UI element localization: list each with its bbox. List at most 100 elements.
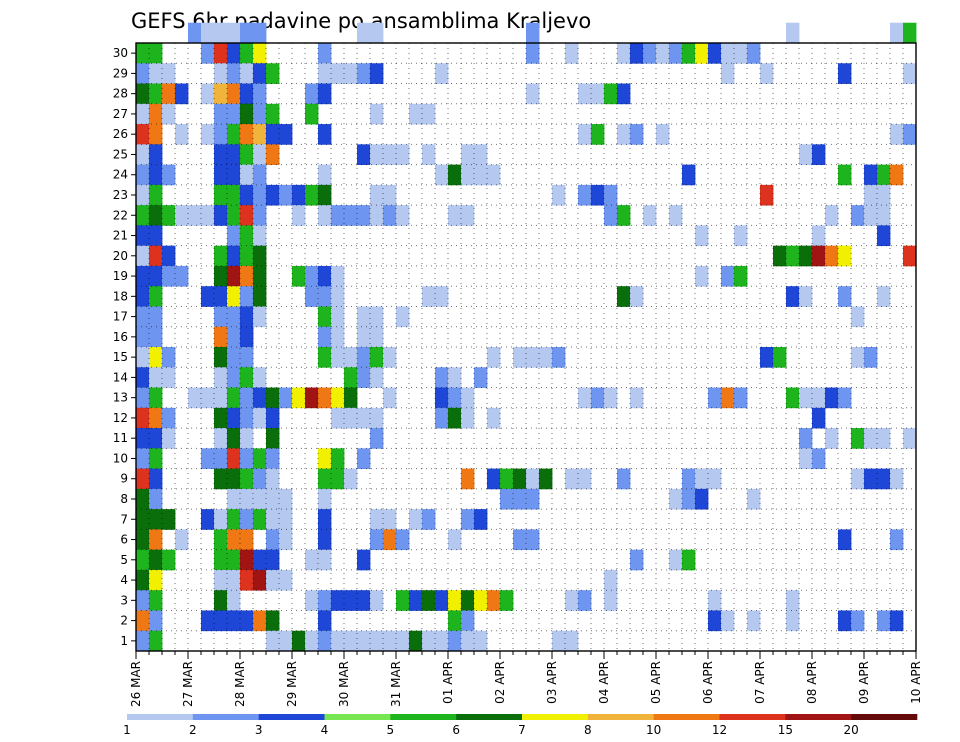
heatmap-cell xyxy=(331,306,345,328)
heatmap-cell xyxy=(266,428,280,449)
colorbar-label: 1 xyxy=(123,723,131,737)
heatmap-cell xyxy=(266,144,280,165)
heatmap-cell xyxy=(227,590,241,611)
heatmap-cell xyxy=(604,205,618,226)
heatmap-cell xyxy=(175,529,189,551)
heatmap-cell xyxy=(357,590,371,611)
heatmap-cell xyxy=(136,509,150,530)
y-tick-label: 30 xyxy=(113,46,128,60)
heatmap-cell xyxy=(149,144,163,165)
heatmap-cell xyxy=(526,468,540,490)
heatmap-cell xyxy=(214,326,228,348)
heatmap-cell xyxy=(617,43,631,64)
y-tick-label: 5 xyxy=(120,553,128,567)
heatmap-cell xyxy=(162,509,176,530)
heatmap-cell xyxy=(474,144,488,165)
heatmap-cell xyxy=(214,367,228,388)
y-tick-label: 10 xyxy=(113,451,128,465)
heatmap-cell xyxy=(227,387,241,409)
heatmap-cell xyxy=(240,549,254,571)
heatmap-cell xyxy=(214,448,228,469)
heatmap-cell xyxy=(435,630,449,652)
heatmap-cell xyxy=(253,387,267,409)
heatmap-cell xyxy=(331,63,345,84)
heatmap-cell xyxy=(253,468,267,490)
colorbar-segment xyxy=(192,714,259,720)
heatmap-cell xyxy=(162,265,176,287)
heatmap-cell xyxy=(812,407,826,429)
colorbar-segment xyxy=(258,714,325,720)
heatmap-cell xyxy=(786,387,800,409)
heatmap-cell xyxy=(578,387,592,409)
heatmap-cell xyxy=(253,144,267,165)
heatmap-cell xyxy=(513,468,527,490)
heatmap-cell xyxy=(565,43,579,64)
heatmap-cell xyxy=(422,144,436,165)
y-tick-label: 2 xyxy=(120,614,128,628)
heatmap-cell xyxy=(721,43,735,64)
colorbar-label: 8 xyxy=(584,723,592,737)
heatmap-cell xyxy=(227,569,241,591)
heatmap-cell xyxy=(526,529,540,551)
heatmap-cell xyxy=(812,225,826,247)
heatmap-cell xyxy=(734,225,748,247)
heatmap-cell xyxy=(578,590,592,611)
y-tick-label: 16 xyxy=(113,330,128,344)
colorbar-segment xyxy=(522,714,589,720)
heatmap-cell xyxy=(318,43,332,64)
heatmap-cell xyxy=(461,205,475,226)
heatmap-cell xyxy=(825,205,839,226)
heatmap-cell xyxy=(227,549,241,571)
heatmap-cell xyxy=(136,468,150,490)
heatmap-cell xyxy=(305,590,319,611)
y-tick-label: 9 xyxy=(120,472,128,486)
heatmap-cell xyxy=(370,63,384,84)
heatmap-cell xyxy=(552,630,566,652)
heatmap-cell xyxy=(656,124,670,145)
heatmap-cell xyxy=(331,407,345,429)
heatmap-cell xyxy=(890,468,904,490)
heatmap-cell xyxy=(435,367,449,388)
y-tick-label: 3 xyxy=(120,593,128,607)
heatmap-cell xyxy=(162,245,176,267)
heatmap-cell xyxy=(253,367,267,388)
heatmap-cell xyxy=(227,103,241,125)
x-tick-label: 01 APR xyxy=(441,661,455,704)
heatmap-cell xyxy=(149,286,163,307)
colorbar-segment xyxy=(127,714,194,720)
heatmap-cell xyxy=(227,245,241,267)
heatmap-cell xyxy=(136,63,150,84)
heatmap-cell xyxy=(149,164,163,186)
heatmap-cell xyxy=(513,488,527,510)
heatmap-cell xyxy=(331,286,345,307)
heatmap-cell xyxy=(136,347,150,368)
heatmap-cell xyxy=(318,529,332,551)
heatmap-cell xyxy=(305,387,319,409)
heatmap-cell xyxy=(448,590,462,611)
heatmap-cell xyxy=(240,286,254,307)
heatmap-cell xyxy=(448,610,462,632)
y-tick-label: 20 xyxy=(113,249,128,263)
heatmap-cell xyxy=(851,205,865,226)
heatmap-cell xyxy=(591,387,605,409)
heatmap-cell xyxy=(149,387,163,409)
y-tick-label: 8 xyxy=(120,492,128,506)
heatmap-cell xyxy=(318,387,332,409)
heatmap-cell xyxy=(318,265,332,287)
heatmap-cell xyxy=(253,225,267,247)
heatmap-cell xyxy=(266,63,280,84)
heatmap-cell xyxy=(864,205,878,226)
heatmap-cell xyxy=(370,22,384,44)
heatmap-cell xyxy=(201,509,215,530)
heatmap-cell xyxy=(227,225,241,247)
heatmap-cell xyxy=(370,103,384,125)
heatmap-cell xyxy=(175,265,189,287)
heatmap-cell xyxy=(370,367,384,388)
heatmap-cell xyxy=(422,630,436,652)
heatmap-cell xyxy=(240,205,254,226)
heatmap-cell xyxy=(383,630,397,652)
heatmap-cell xyxy=(136,43,150,64)
y-tick-label: 1 xyxy=(120,634,128,648)
x-tick-label: 02 APR xyxy=(493,661,507,704)
heatmap-cell xyxy=(279,509,293,530)
